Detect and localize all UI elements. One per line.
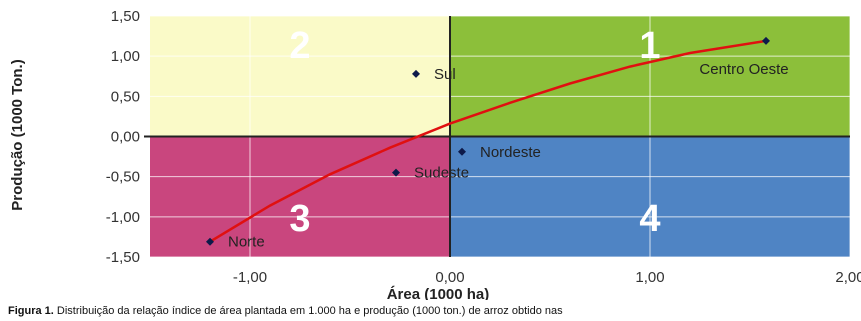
x-axis-title: Área (1000 ha) <box>387 286 490 300</box>
x-tick-label: 1,00 <box>635 269 664 286</box>
data-point-centro-oeste <box>762 36 770 45</box>
data-point-label: Sudeste <box>414 165 469 182</box>
data-point-norte <box>206 237 214 246</box>
y-tick-label: 0,50 <box>111 88 140 105</box>
caption-label: Figura 1. <box>8 305 54 317</box>
data-point-label: Norte <box>228 234 265 251</box>
quadrant-2-label: 2 <box>289 25 310 67</box>
trend-curve <box>209 39 767 243</box>
quadrant-2-area <box>150 16 450 137</box>
data-points: Centro Oeste Sul Nordeste Sudeste Norte <box>206 36 789 251</box>
tick-labels: 1,50 1,00 0,50 0,00 -0,50 -1,00 -1,50 -1,00 0,00… <box>106 8 861 286</box>
quadrant-1-label: 1 <box>639 25 660 67</box>
y-axis-title: Produção (1000 Ton.) <box>9 59 26 210</box>
y-tick-label: -1,00 <box>106 209 140 226</box>
y-tick-label: 1,50 <box>111 8 140 25</box>
axes <box>144 16 850 257</box>
x-tick-label: -1,00 <box>233 269 267 286</box>
x-tick-label: 2,00 <box>835 269 861 286</box>
figure-caption: Figura 1. Distribuição da relação índice… <box>8 305 858 317</box>
x-tick-label: 0,00 <box>435 269 464 286</box>
quadrant-scatter-chart: 1 2 3 4 1,50 1,00 0,50 0,00 -0,50 -1,00 -1,50 -1,0… <box>9 8 861 300</box>
caption-text: Distribuição da relação índice de área p… <box>53 305 563 317</box>
y-tick-label: 1,00 <box>111 48 140 65</box>
data-point-sul <box>412 69 420 78</box>
trend-line <box>209 39 767 243</box>
quadrant-labels: 1 2 3 4 <box>289 25 660 240</box>
data-point-nordeste <box>458 147 466 156</box>
quadrant-4-label: 4 <box>639 198 660 240</box>
data-point-sudeste <box>392 168 400 177</box>
data-point-label: Centro Oeste <box>699 61 788 78</box>
y-tick-label: -1,50 <box>106 249 140 266</box>
quadrant-3-area <box>150 136 450 257</box>
y-tick-label: -0,50 <box>106 169 140 186</box>
y-tick-label: 0,00 <box>111 129 140 146</box>
data-point-label: Sul <box>434 66 456 83</box>
quadrant-3-label: 3 <box>289 198 310 240</box>
data-point-label: Nordeste <box>480 144 541 161</box>
